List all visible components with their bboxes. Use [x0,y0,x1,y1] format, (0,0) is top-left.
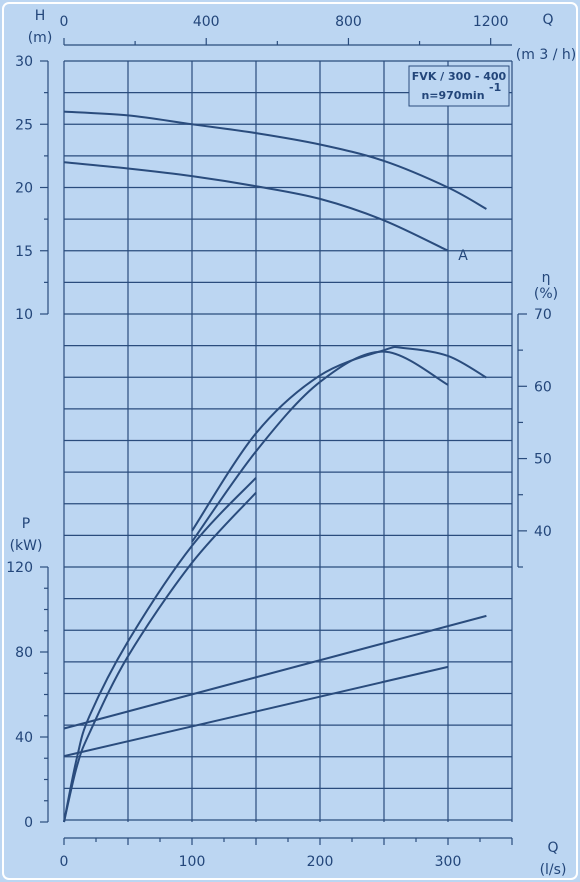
q-m3h-tick-label: 1200 [473,14,509,30]
h-axis-label: H [35,8,46,24]
power-tick-label: 120 [6,560,33,576]
curve-label-a: A [458,248,468,264]
power-curve-4 [63,477,257,823]
power-tick-label: 80 [15,645,33,661]
power-tick-label: 0 [24,815,33,831]
efficiency-tick-label: 40 [534,524,552,540]
power-tick-label: 40 [15,730,33,746]
power-curve-5 [63,491,257,823]
eta-axis-unit: (%) [534,286,558,302]
annotation-box [408,65,510,107]
head-tick-label: 15 [15,244,33,260]
annotation-speed: n=970min [421,89,484,102]
q-m3h-tick-label: 800 [335,14,362,30]
p-axis-unit: (kW) [10,538,43,554]
q-bottom-axis-unit: (l/s) [540,862,567,878]
q-top-axis-label: Q [542,12,553,28]
power-curve-7 [63,665,449,758]
annotation-speed-exponent: -1 [489,81,501,94]
power-curve-6 [63,614,487,730]
q-m3h-tick-label: 400 [193,14,220,30]
efficiency-curve-3 [191,350,449,543]
q-ls-tick-label: 0 [60,854,69,870]
q-ls-tick-label: 200 [307,854,334,870]
grid [63,60,513,822]
q-m3h-tick-label: 0 [60,14,69,30]
q-top-axis-unit: (m 3 / h) [516,47,576,63]
head-tick-label: 25 [15,117,33,133]
h-axis-unit: (m) [28,30,53,46]
head-tick-label: 30 [15,54,33,70]
q-ls-tick-label: 300 [435,854,462,870]
head-curve-1 [63,161,449,252]
efficiency-tick-label: 70 [534,307,552,323]
efficiency-tick-label: 50 [534,452,552,468]
q-bottom-axis-label: Q [547,840,558,856]
curves [63,110,487,823]
eta-axis-label: η [542,270,551,286]
efficiency-tick-label: 60 [534,379,552,395]
q-ls-tick-label: 100 [179,854,206,870]
head-tick-label: 10 [15,307,33,323]
head-tick-label: 20 [15,181,33,197]
head-curve-0 [63,110,487,210]
annotation-model: FVK / 300 - 400 [412,70,507,83]
p-axis-label: P [22,516,30,532]
